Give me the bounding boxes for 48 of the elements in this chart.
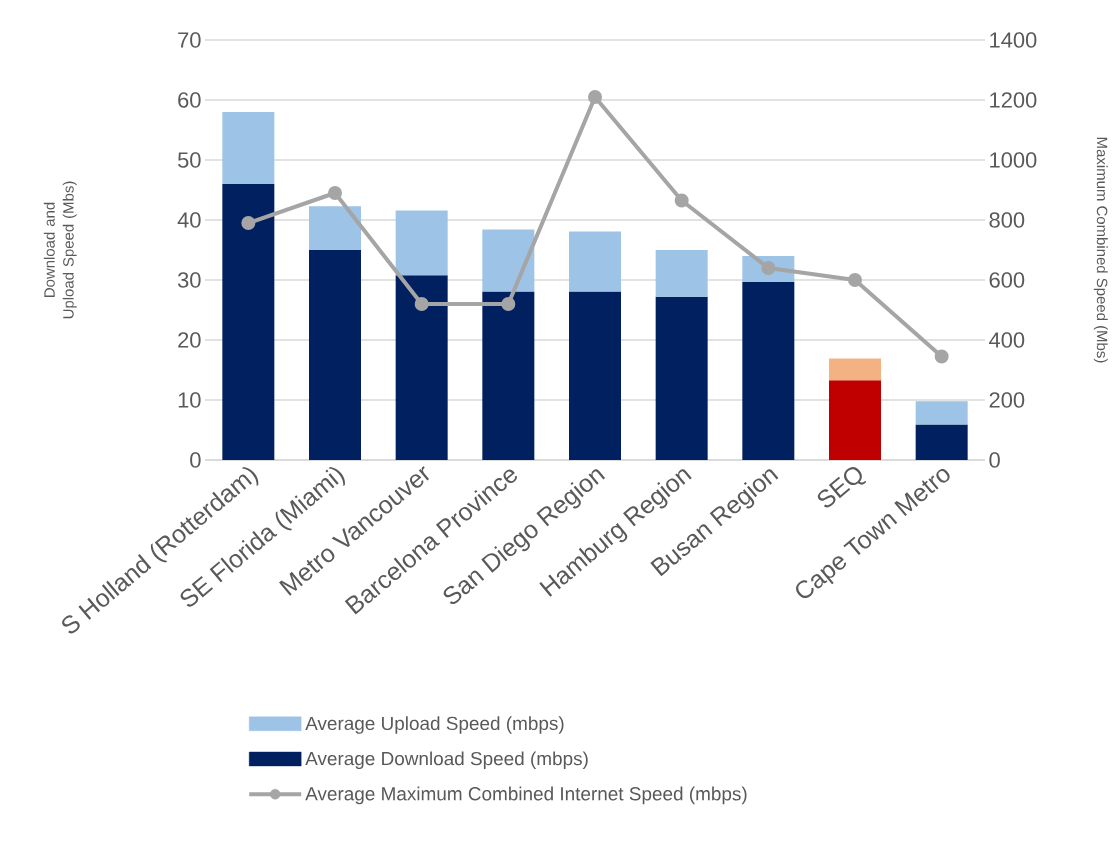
- point: [674, 193, 689, 208]
- bar: [915, 401, 968, 425]
- y2-tick-label: 400: [989, 332, 1025, 348]
- bar: [829, 380, 881, 460]
- point: [328, 185, 342, 200]
- bar: [569, 291, 621, 460]
- point: [934, 349, 949, 364]
- bar: [655, 296, 708, 460]
- point: [588, 89, 602, 104]
- y-tick-label: 10: [178, 392, 201, 408]
- bar: [655, 250, 708, 297]
- y2-tick-label: 1200: [990, 92, 1037, 108]
- y-tick-label: 20: [178, 332, 201, 348]
- y2-tick-label: 200: [989, 392, 1025, 408]
- bar: [829, 358, 881, 381]
- bar: [395, 275, 448, 460]
- y2-axis-title: Maximum Combined Speed (Mbs): [1093, 137, 1108, 363]
- bar: [569, 231, 621, 292]
- y-tick-label: 60: [178, 92, 201, 108]
- y2-tick-label: 1000: [990, 152, 1037, 168]
- point: [241, 215, 256, 230]
- y-tick-label: 50: [177, 152, 201, 168]
- y-tick-label: 40: [177, 212, 201, 228]
- y-tick-label: 0: [190, 452, 201, 468]
- y2-tick-label: 600: [989, 272, 1025, 288]
- point: [848, 272, 862, 287]
- y-tick-label: 30: [177, 272, 201, 288]
- point: [761, 260, 776, 275]
- point: [414, 296, 429, 311]
- legend-label: Average Upload Speed (mbps): [305, 716, 564, 734]
- bar: [309, 250, 361, 460]
- bar: [915, 424, 968, 460]
- bar: [482, 291, 535, 460]
- bar: [222, 112, 275, 184]
- y2-tick-label: 1400: [990, 32, 1037, 48]
- bar: [309, 206, 361, 250]
- legend-label: Average Download Speed (mbps): [305, 751, 588, 770]
- bar: [482, 229, 535, 292]
- point: [501, 296, 516, 311]
- bar: [395, 210, 448, 276]
- bar: [222, 184, 275, 460]
- y2-tick-label: 800: [989, 212, 1025, 228]
- y-axis-title: Download and Upload Speed (Mbs): [43, 181, 77, 319]
- y2-tick-label: 0: [989, 452, 1000, 468]
- bar: [742, 281, 795, 460]
- y-tick-label: 70: [178, 32, 201, 48]
- legend-label: Average Maximum Combined Internet Speed (mbps): [305, 786, 747, 805]
- x-tick-label: SEQ: [817, 467, 867, 508]
